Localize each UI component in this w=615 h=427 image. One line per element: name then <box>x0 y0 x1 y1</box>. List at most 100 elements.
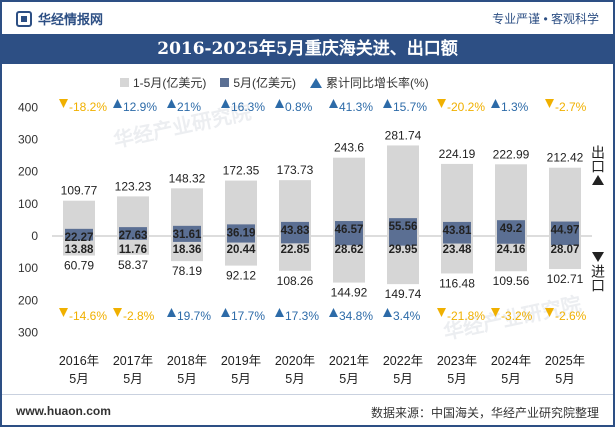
growth-export-triangle-icon <box>221 99 230 108</box>
growth-import-triangle-icon <box>329 308 338 317</box>
growth-export-label: -2.7% <box>555 100 587 114</box>
x-tick-label-month: 5月 <box>447 372 466 386</box>
y-tick-label: 100 <box>18 197 38 211</box>
bar-export-monthly <box>119 227 147 236</box>
x-tick-label-year: 2020年 <box>275 354 315 368</box>
growth-import-label: 17.7% <box>231 309 265 323</box>
bar-export-monthly <box>281 221 309 236</box>
label-import-monthly: 22.85 <box>281 244 310 256</box>
arrow-down-icon <box>591 252 604 262</box>
y-tick-label: 400 <box>18 100 38 114</box>
bar-export-monthly <box>497 220 525 236</box>
growth-import-triangle-icon <box>221 308 230 317</box>
legend: 1-5月(亿美元) 5月(亿美元) 累计同比增长率(%) <box>120 74 429 91</box>
bar-import-cumulative <box>63 236 95 256</box>
growth-import-label: 34.8% <box>339 309 373 323</box>
logo-icon <box>16 10 32 27</box>
label-export-monthly: 36.19 <box>227 227 256 239</box>
import-side-label: 进口 <box>590 252 606 292</box>
growth-export-triangle-icon <box>275 99 284 108</box>
x-tick-label-month: 5月 <box>177 372 196 386</box>
label-export-monthly: 22.27 <box>65 232 94 244</box>
growth-export-triangle-icon <box>167 99 176 108</box>
x-tick-label-year: 2018年 <box>167 354 207 368</box>
bar-import-monthly <box>281 236 309 244</box>
label-import-cumulative: 108.26 <box>277 274 314 288</box>
x-tick-label-month: 5月 <box>339 372 358 386</box>
label-import-cumulative: 60.79 <box>64 259 94 273</box>
growth-export-label: 1.3% <box>501 100 529 114</box>
growth-export-label: 16.3% <box>231 100 265 114</box>
x-tick-label-month: 5月 <box>285 372 304 386</box>
growth-export-triangle-icon <box>383 99 392 108</box>
bar-import-monthly <box>335 236 363 246</box>
label-import-monthly: 28.62 <box>335 244 364 256</box>
bar-import-cumulative <box>117 236 149 255</box>
label-import-monthly: 20.44 <box>227 244 256 256</box>
legend-swatch-cumulative <box>120 78 129 87</box>
x-tick-label-year: 2023年 <box>437 354 477 368</box>
label-export-monthly: 49.2 <box>500 223 522 235</box>
growth-import-label: -3.2% <box>501 309 533 323</box>
growth-import-triangle-icon <box>275 308 284 317</box>
bar-export-monthly <box>551 221 579 236</box>
bar-import-monthly <box>389 236 417 246</box>
export-label-text: 出口 <box>590 145 606 173</box>
label-import-monthly: 18.36 <box>173 244 202 256</box>
growth-export-label: -18.2% <box>69 100 107 114</box>
x-tick-label-month: 5月 <box>123 372 142 386</box>
x-tick-label-month: 5月 <box>501 372 520 386</box>
label-export-cumulative: 172.35 <box>223 164 260 178</box>
y-tick-label: 200 <box>18 293 38 307</box>
x-tick-label-year: 2016年 <box>59 354 99 368</box>
y-tick-label: 300 <box>18 325 38 339</box>
label-import-cumulative: 116.48 <box>439 276 475 290</box>
growth-import-triangle-icon <box>545 308 554 317</box>
bar-import-monthly <box>551 236 579 246</box>
label-export-monthly: 55.56 <box>389 221 418 233</box>
growth-export-triangle-icon <box>113 99 122 108</box>
data-source: 数据来源：中国海关，华经产业研究院整理 <box>370 406 599 420</box>
label-export-cumulative: 109.77 <box>61 184 98 198</box>
growth-export-triangle-icon <box>59 99 68 108</box>
growth-export-triangle-icon <box>437 99 446 108</box>
export-side-label: 出口 <box>590 145 606 185</box>
x-tick-label-month: 5月 <box>555 372 574 386</box>
x-tick-label-year: 2022年 <box>383 354 423 368</box>
label-import-monthly: 11.76 <box>119 244 147 256</box>
label-import-cumulative: 78.19 <box>172 264 202 278</box>
x-tick-label-month: 5月 <box>393 372 412 386</box>
legend-swatch-monthly <box>220 78 230 87</box>
import-label-text: 进口 <box>590 264 606 292</box>
brand: 华经情报网 <box>16 9 103 28</box>
x-tick-label-year: 2021年 <box>329 354 369 368</box>
x-tick-label-month: 5月 <box>69 372 88 386</box>
label-import-cumulative: 149.74 <box>385 287 422 301</box>
label-export-monthly: 43.83 <box>281 225 310 237</box>
label-import-monthly: 28.07 <box>551 244 580 256</box>
legend-item-cumulative: 1-5月(亿美元) <box>120 74 206 91</box>
bar-import-monthly <box>119 236 147 240</box>
growth-export-label: -20.2% <box>447 100 485 114</box>
growth-export-label: 15.7% <box>393 100 427 114</box>
bar-export-monthly <box>335 221 363 236</box>
bar-import-monthly <box>65 236 93 241</box>
growth-export-triangle-icon <box>329 99 338 108</box>
bar-export-monthly <box>227 224 255 236</box>
bar-export-monthly <box>389 218 417 236</box>
growth-export-label: 0.8% <box>285 100 313 114</box>
bar-import-monthly <box>443 236 471 244</box>
legend-label-monthly: 5月(亿美元) <box>233 76 297 90</box>
label-export-monthly: 46.57 <box>335 224 364 236</box>
legend-triangle-icon <box>310 77 323 88</box>
label-import-monthly: 13.88 <box>65 244 94 256</box>
legend-item-monthly: 5月(亿美元) <box>220 74 296 91</box>
growth-import-label: -2.6% <box>555 309 587 323</box>
label-export-monthly: 27.63 <box>119 230 148 242</box>
label-import-cumulative: 109.56 <box>493 274 530 288</box>
label-export-monthly: 44.97 <box>551 225 580 237</box>
bar-export-monthly <box>65 228 93 236</box>
x-tick-label-year: 2025年 <box>545 354 585 368</box>
